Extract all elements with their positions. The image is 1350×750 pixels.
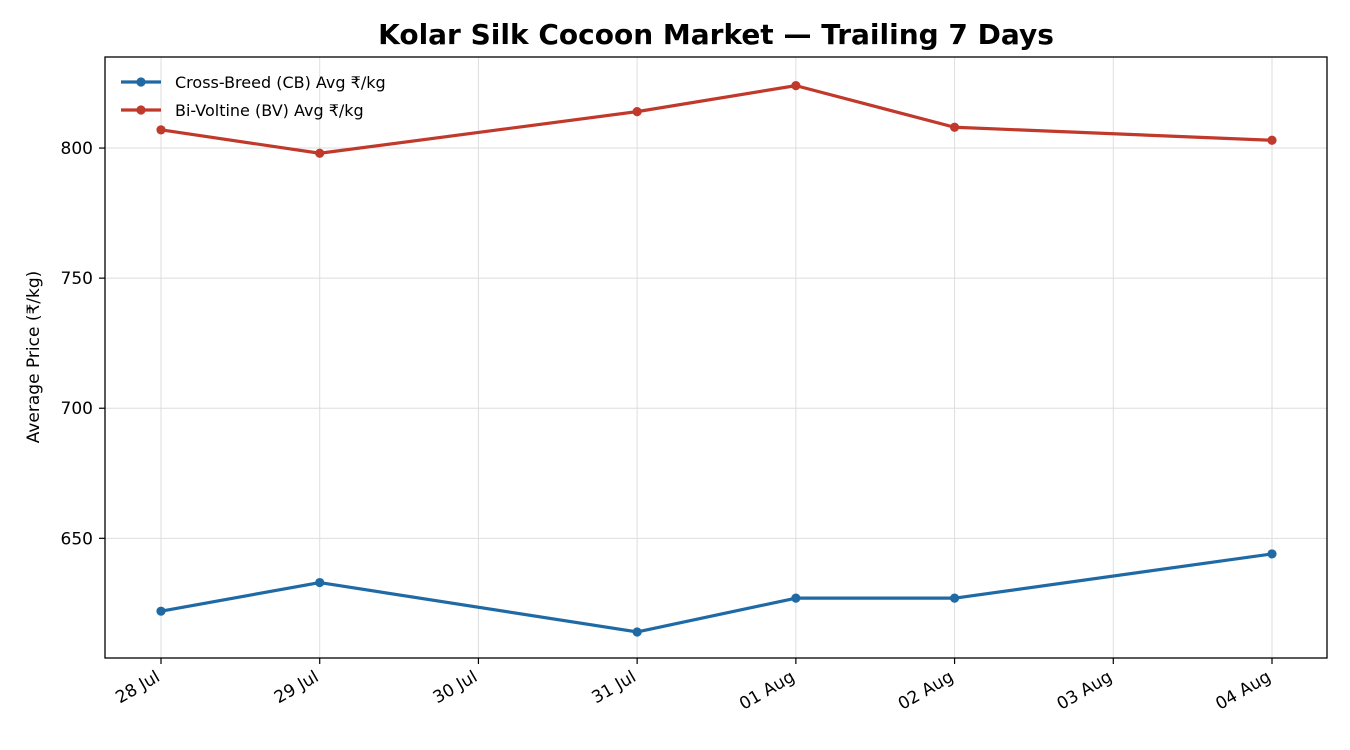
data-point xyxy=(1267,549,1277,559)
x-tick-label: 03 Aug xyxy=(1054,667,1116,714)
y-tick-label: 700 xyxy=(61,399,93,419)
x-tick-label: 02 Aug xyxy=(895,667,957,714)
data-point xyxy=(156,125,166,135)
data-point xyxy=(632,627,642,637)
data-point xyxy=(949,593,960,603)
data-point xyxy=(315,577,325,588)
x-tick-label: 04 Aug xyxy=(1212,667,1274,714)
y-axis-ticks: 650 700 750 800 xyxy=(61,139,105,549)
data-point xyxy=(949,122,960,132)
x-tick-label: 31 Jul xyxy=(588,667,639,708)
legend-label: Bi-Voltine (BV) Avg ₹/kg xyxy=(175,101,364,120)
legend-swatch-marker xyxy=(136,77,146,87)
data-point xyxy=(632,107,642,117)
y-tick-label: 800 xyxy=(61,139,93,159)
y-tick-label: 750 xyxy=(61,269,93,289)
legend-label: Cross-Breed (CB) Avg ₹/kg xyxy=(175,73,386,92)
chart-title: Kolar Silk Cocoon Market — Trailing 7 Da… xyxy=(378,18,1054,51)
data-point xyxy=(156,606,166,616)
plot-frame xyxy=(104,56,1328,659)
data-point xyxy=(1267,135,1277,145)
x-axis-ticks: 28 Jul 29 Jul 30 Jul 31 Jul 01 Aug 02 Aug 03 A… xyxy=(112,658,1275,714)
data-point xyxy=(315,148,325,158)
series-line xyxy=(160,84,1273,155)
data-point xyxy=(791,593,801,603)
y-axis-label: Average Price (₹/kg) xyxy=(24,271,44,444)
x-tick-label: 30 Jul xyxy=(430,667,481,708)
data-point xyxy=(791,81,801,91)
series-layer xyxy=(156,81,1277,637)
x-tick-label: 01 Aug xyxy=(736,667,798,714)
series-line xyxy=(160,552,1273,634)
legend: Cross-Breed (CB) Avg ₹/kg Bi-Voltine (BV)… xyxy=(121,73,386,120)
y-tick-label: 650 xyxy=(61,529,93,549)
x-tick-label: 29 Jul xyxy=(271,667,322,708)
legend-swatch-marker xyxy=(136,105,146,115)
x-tick-label: 28 Jul xyxy=(112,667,163,708)
